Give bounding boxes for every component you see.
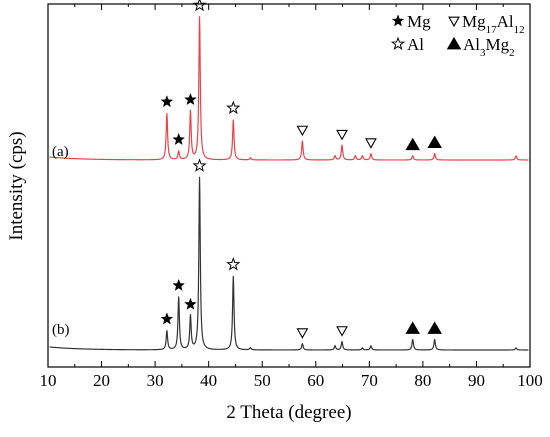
peak-marker-layer (160, 0, 442, 339)
legend-text: Mg (486, 35, 510, 54)
x-tick-label: 40 (200, 371, 217, 390)
legend-text: Al (407, 35, 424, 54)
mg-peak-marker (391, 14, 405, 27)
x-axis-ticks: 10 20 30 40 50 60 70 80 90 100 (40, 4, 543, 390)
x-tick-label: 50 (254, 371, 271, 390)
mg-peak-marker (184, 297, 197, 310)
mg17al12-peak-marker (448, 16, 460, 28)
legend-subscript: 12 (514, 24, 525, 36)
x-axis-title: 2 Theta (degree) (226, 402, 351, 423)
mg-peak-marker (172, 278, 186, 291)
x-tick-label: 100 (517, 371, 543, 390)
mg17al12-peak-marker (336, 326, 348, 337)
legend-entry-label: Mg (407, 12, 431, 31)
legend-text: Al (463, 35, 480, 54)
x-tick-label: 10 (40, 371, 57, 390)
trace-label: (a) (52, 144, 69, 160)
mg17al12-peak-marker (365, 138, 377, 149)
al-peak-marker (226, 100, 241, 115)
x-tick-label: 30 (147, 371, 164, 390)
x-tick-label: 60 (307, 371, 324, 390)
al-peak-marker (390, 36, 406, 51)
xrd-trace-a (49, 16, 529, 161)
trace-label: (b) (52, 322, 70, 338)
legend-entry-label: Mg17Al12 (462, 12, 525, 36)
x-tick-label: 80 (414, 371, 431, 390)
legend-subscript: 3 (480, 47, 486, 59)
xrd-trace-b (49, 176, 529, 351)
series-layer: (a) (b) (49, 16, 529, 351)
mg-peak-marker (160, 312, 174, 325)
legend-text: Mg (462, 12, 486, 31)
x-tick-label: 90 (468, 371, 485, 390)
al-peak-marker (192, 158, 207, 172)
legend-subscript: 17 (486, 24, 498, 36)
mg-peak-marker (184, 92, 197, 106)
al-peak-marker (192, 0, 207, 12)
legend-subscript: 2 (509, 47, 515, 59)
al3mg2-peak-marker (405, 137, 420, 151)
al3mg2-peak-marker (405, 321, 420, 334)
mg-peak-marker (160, 95, 174, 108)
legend-entry-label: Al3Mg2 (463, 35, 515, 59)
al3mg2-peak-marker (446, 36, 462, 50)
al3mg2-peak-marker (427, 135, 442, 149)
mg17al12-peak-marker (296, 328, 309, 339)
legend-text: Al (497, 12, 514, 31)
x-tick-label: 20 (93, 371, 110, 390)
al-peak-marker (226, 257, 241, 271)
legend-entry-label: Al (407, 35, 424, 54)
mg17al12-peak-marker (336, 129, 348, 141)
legend-text: Mg (407, 12, 431, 31)
mg-peak-marker (172, 132, 186, 146)
mg17al12-peak-marker (296, 125, 309, 137)
y-axis-title: Intensity (cps) (6, 131, 27, 240)
x-tick-label: 70 (361, 371, 378, 390)
al3mg2-peak-marker (427, 321, 442, 334)
